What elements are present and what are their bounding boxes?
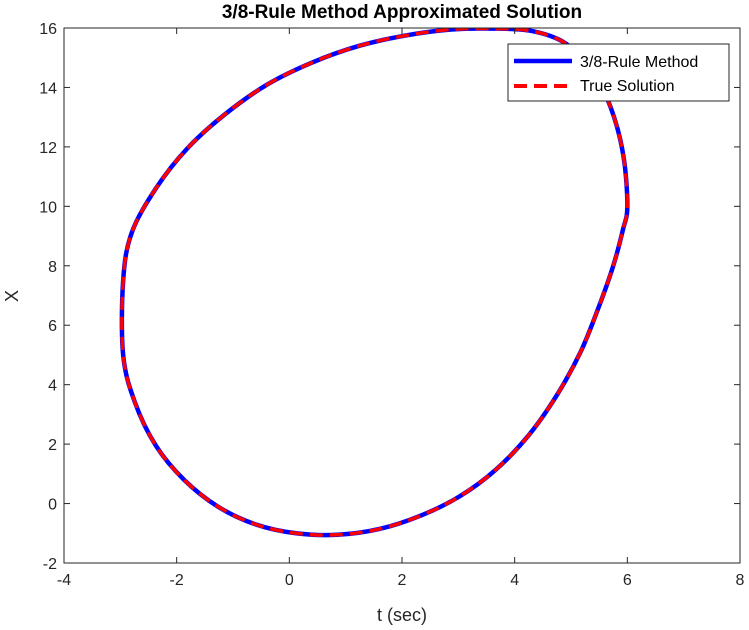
x-tick-label: 2: [398, 572, 407, 589]
y-tick-label: 6: [48, 318, 57, 335]
series-line-1: [119, 28, 630, 538]
y-tick-label: -2: [43, 556, 57, 573]
chart-title: 3/8-Rule Method Approximated Solution: [222, 2, 582, 23]
y-tick-label: 12: [39, 140, 57, 157]
legend-box: [507, 43, 730, 102]
x-tick-label: -2: [170, 572, 184, 589]
x-tick-label: 0: [285, 572, 294, 589]
y-tick-label: 14: [39, 80, 57, 97]
y-tick-label: 0: [48, 497, 57, 514]
y-tick-label: 2: [48, 437, 57, 454]
legend-label-series-2: True Solution: [580, 78, 675, 95]
y-tick-label: 4: [48, 378, 57, 395]
x-tick-label: -4: [57, 572, 71, 589]
y-tick-label: 8: [48, 259, 57, 276]
plot-frame: [63, 27, 741, 564]
y-tick-label: 10: [39, 199, 57, 216]
x-tick-label: 6: [623, 572, 632, 589]
y-tick-label: 16: [39, 21, 57, 38]
x-tick-label: 8: [736, 572, 745, 589]
series-layer: [119, 28, 630, 538]
series-line-2: [120, 28, 630, 537]
legend: 3/8-Rule Method True Solution: [507, 43, 730, 102]
x-axis-label: t (sec): [377, 605, 427, 625]
legend-label-series-1: 3/8-Rule Method: [580, 54, 698, 71]
x-tick-label: 4: [510, 572, 519, 589]
y-axis-label: X: [2, 290, 22, 302]
